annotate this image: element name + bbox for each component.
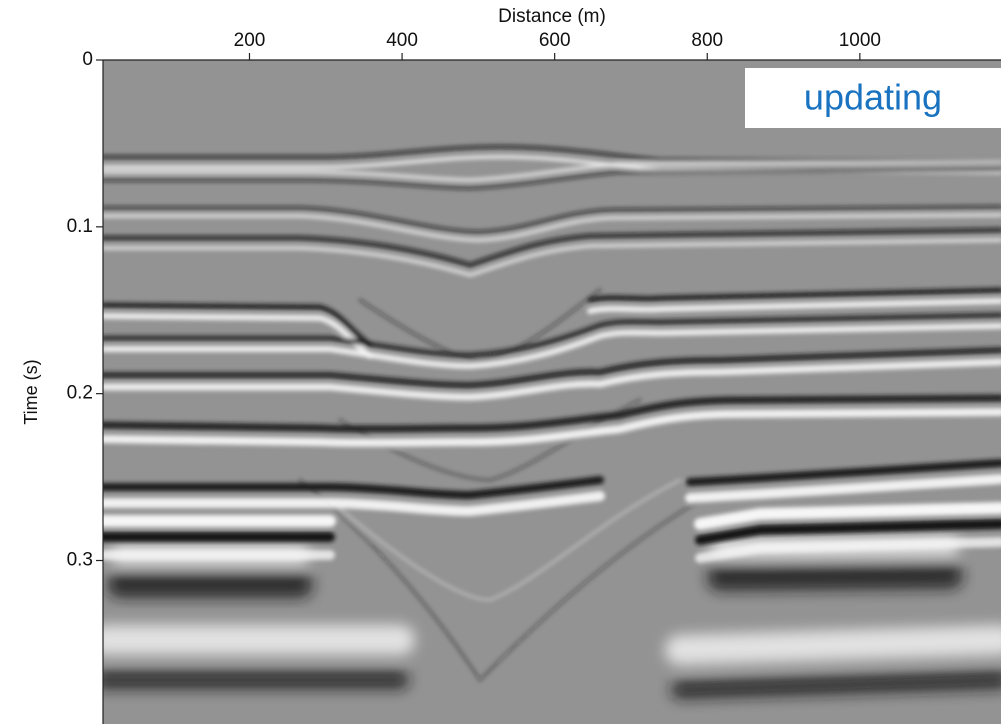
x-tick-label: 400 bbox=[386, 30, 418, 51]
annotation-box bbox=[745, 68, 1001, 128]
y-tick-label: 0.1 bbox=[67, 216, 93, 237]
seismic-image bbox=[103, 60, 1001, 724]
y-tick-label: 0.3 bbox=[67, 550, 93, 571]
annotation: updating bbox=[804, 77, 942, 118]
x-tick-label: 200 bbox=[234, 30, 266, 51]
y-tick-label: 0 bbox=[82, 49, 93, 70]
y-tick-label: 0.2 bbox=[67, 383, 93, 404]
x-axis-label: Distance (m) bbox=[498, 6, 606, 27]
x-tick-label: 1000 bbox=[839, 30, 881, 51]
y-axis-label: Time (s) bbox=[21, 359, 41, 424]
x-tick-label: 600 bbox=[539, 30, 571, 51]
x-tick-label: 800 bbox=[691, 30, 723, 51]
